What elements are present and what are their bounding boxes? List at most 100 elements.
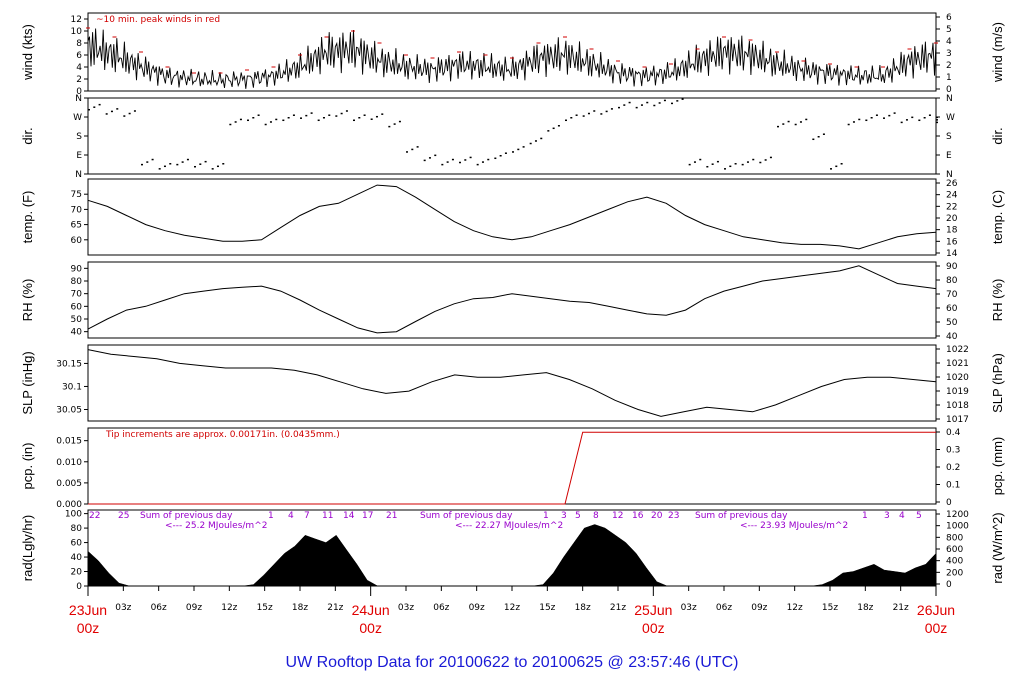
ytick-label-right-slp: 1022 (946, 345, 969, 355)
ytick-label-right-slp: 1021 (946, 359, 969, 369)
dir-point (269, 121, 272, 123)
panel-frame-rh (87, 261, 937, 339)
dir-point (141, 163, 143, 166)
ytick-label-temp: 70 (71, 205, 83, 215)
dir-point (340, 112, 343, 115)
ytick-label-right-dir: N (946, 170, 953, 180)
dir-point (504, 152, 507, 154)
dir-point (817, 136, 820, 138)
dir-point (406, 151, 408, 153)
dir-point (688, 163, 691, 166)
dir-point (264, 123, 267, 126)
ytick-label-right-temp: 20 (946, 214, 958, 224)
dir-point (428, 157, 431, 159)
dir-point (416, 146, 419, 148)
dir-point (835, 165, 838, 168)
dir-point (794, 123, 797, 126)
ylabel-dir: dir. (20, 127, 35, 144)
ytick-label-dir: W (73, 113, 82, 123)
ytick-label-dir: N (75, 170, 82, 180)
xtick-label: 03z (398, 603, 414, 613)
xtick-label: 15z (257, 603, 273, 613)
dir-point (335, 115, 338, 117)
ytick-label-temp: 65 (71, 221, 82, 231)
dir-point (799, 121, 802, 123)
day-label: 24Jun (352, 602, 390, 618)
ytick-label-rh: 70 (71, 290, 83, 300)
xtick-label: 21z (893, 603, 909, 613)
dir-point (812, 138, 815, 141)
dir-point (658, 102, 661, 104)
series-rad (87, 524, 937, 587)
dir-point (587, 112, 590, 115)
dir-point (199, 163, 202, 165)
ytick-label-wind: 6 (76, 51, 82, 61)
dir-point (623, 104, 626, 106)
ytick-label-right-rad: 0 (946, 580, 952, 590)
dir-point (358, 117, 361, 119)
dir-point (494, 157, 497, 160)
ytick-label-right-wind: 5 (946, 25, 952, 35)
ylabel-rh: RH (%) (20, 279, 35, 322)
dir-point (317, 119, 320, 122)
dir-point (252, 117, 255, 119)
dir-point (893, 112, 896, 114)
ytick-label-right-temp: 26 (946, 179, 958, 189)
dir-point (540, 137, 543, 140)
dir-point (646, 101, 649, 104)
rad-hour-label: 3 (884, 511, 890, 521)
dir-point (464, 159, 467, 161)
ytick-label-pcp: 0.010 (56, 458, 82, 468)
ytick-label-right-rh: 70 (946, 290, 958, 300)
dir-point (216, 165, 219, 168)
series-rh (87, 265, 937, 334)
ytick-label-wind: 12 (71, 15, 82, 25)
ytick-label-rad: 0 (76, 582, 82, 592)
ylabel-right-slp: SLP (hPa) (990, 353, 1005, 413)
dir-point (782, 123, 785, 125)
ytick-label-right-rad: 200 (946, 568, 963, 578)
xtick-label: 03z (115, 603, 131, 613)
ytick-label-temp: 60 (71, 236, 83, 246)
ytick-label-right-slp: 1020 (946, 373, 969, 383)
dir-point (640, 104, 643, 106)
dir-point (234, 121, 237, 123)
dir-point (534, 140, 537, 142)
dir-point (370, 118, 373, 120)
dir-point (936, 116, 938, 119)
dir-point (363, 114, 366, 116)
xtick-label: 09z (751, 603, 767, 613)
ytick-label-right-rh: 60 (946, 304, 958, 314)
rad-hour-label: 4 (288, 511, 294, 521)
dir-point (375, 115, 378, 118)
ylabel-right-temp: temp. (C) (990, 190, 1005, 244)
rad-hour-label: 25 (118, 511, 129, 521)
series-pcp (88, 431, 936, 505)
rad-hour-label: 3 (561, 511, 567, 521)
dir-point (292, 114, 295, 116)
dir-point (310, 112, 313, 114)
dir-point (724, 168, 726, 170)
dir-point (110, 110, 113, 113)
dir-point (557, 125, 560, 127)
dir-point (635, 106, 638, 109)
dir-point (888, 114, 891, 117)
dir-point (706, 165, 709, 168)
ytick-label-slp: 30.05 (56, 405, 82, 415)
dir-point (918, 119, 921, 122)
ylabel-right-rh: RH (%) (990, 279, 1005, 322)
dir-point (451, 158, 454, 161)
dir-point (552, 127, 555, 130)
ytick-label-right-dir: E (946, 151, 952, 161)
dir-point (186, 158, 189, 161)
ylabel-right-rad: rad (W/m^2) (990, 512, 1005, 583)
rad-hour-label: 4 (899, 511, 905, 521)
xtick-label: 21z (327, 603, 343, 613)
dir-point (716, 160, 719, 163)
ytick-label-right-temp: 16 (946, 237, 958, 247)
dir-point (565, 119, 567, 122)
ytick-label-right-rad: 400 (946, 557, 963, 567)
series-temp (87, 184, 937, 250)
dir-point (257, 114, 260, 116)
day-time-label: 00z (359, 620, 382, 636)
